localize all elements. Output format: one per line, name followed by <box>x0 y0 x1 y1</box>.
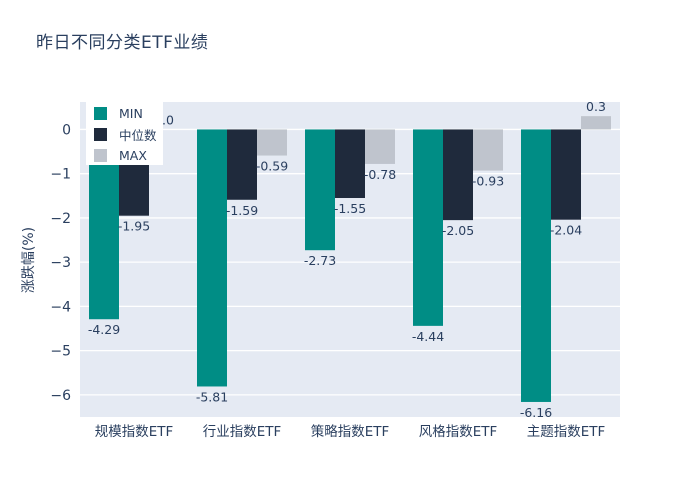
bar-value-label: -1.55 <box>334 201 366 216</box>
y-tick-label: −1 <box>50 167 71 183</box>
bar-value-label: -0.78 <box>364 167 396 182</box>
legend-item-max[interactable]: MAX <box>94 146 163 165</box>
bar-MIN-策略指数ETF <box>305 129 335 251</box>
bar-value-label: -4.29 <box>88 322 120 337</box>
bar-value-label: -2.05 <box>442 223 474 238</box>
legend-swatch-max-icon <box>94 149 107 162</box>
bar-value-label: -2.73 <box>304 253 336 268</box>
x-tick-label: 策略指数ETF <box>311 423 390 440</box>
legend-swatch-min-icon <box>94 107 107 120</box>
bar-value-label: -0.93 <box>472 174 504 189</box>
bar-MAX-策略指数ETF <box>365 129 395 164</box>
x-tick-label: 风格指数ETF <box>419 424 498 440</box>
legend-label-max: MAX <box>119 148 147 163</box>
x-tick-label: 规模指数ETF <box>95 424 174 440</box>
bar-value-label: -1.95 <box>118 219 150 234</box>
y-tick-label: −4 <box>50 299 71 315</box>
y-tick-label: −2 <box>50 211 71 227</box>
legend-item-min[interactable]: MIN <box>94 104 163 123</box>
bar-MAX-主题指数ETF <box>581 116 611 130</box>
bar-value-label: -6.16 <box>520 405 552 420</box>
bar-MAX-风格指数ETF <box>473 129 503 171</box>
bar-MIN-主题指数ETF <box>521 129 551 402</box>
bar-value-label: -4.44 <box>412 329 444 344</box>
bar-value-label: -0.59 <box>256 159 288 174</box>
bar-value-label: 0.3 <box>586 99 606 114</box>
legend-swatch-median-icon <box>94 128 107 141</box>
legend-label-min: MIN <box>119 106 143 121</box>
bar-value-label: -5.81 <box>196 389 228 404</box>
chart-legend: MIN 中位数 MAX <box>86 98 163 165</box>
bar-中位数-风格指数ETF <box>443 129 473 221</box>
y-tick-label: −3 <box>50 255 71 271</box>
bar-value-label: -2.04 <box>550 223 582 238</box>
legend-label-median: 中位数 <box>119 128 157 143</box>
bar-中位数-主题指数ETF <box>551 129 581 220</box>
bar-MIN-风格指数ETF <box>413 129 443 326</box>
bar-MAX-行业指数ETF <box>257 129 287 156</box>
bar-value-label: -1.59 <box>226 203 258 218</box>
bar-中位数-行业指数ETF <box>227 129 257 200</box>
bar-MIN-行业指数ETF <box>197 129 227 387</box>
y-tick-label: 0 <box>62 122 71 138</box>
bar-中位数-策略指数ETF <box>335 129 365 199</box>
y-tick-label: −6 <box>50 388 71 404</box>
y-tick-label: −5 <box>50 344 71 360</box>
chart-title: 昨日不同分类ETF业绩 <box>36 33 209 53</box>
x-tick-label: 行业指数ETF <box>203 424 282 440</box>
x-tick-label: 主题指数ETF <box>527 424 606 440</box>
legend-item-median[interactable]: 中位数 <box>94 125 163 144</box>
